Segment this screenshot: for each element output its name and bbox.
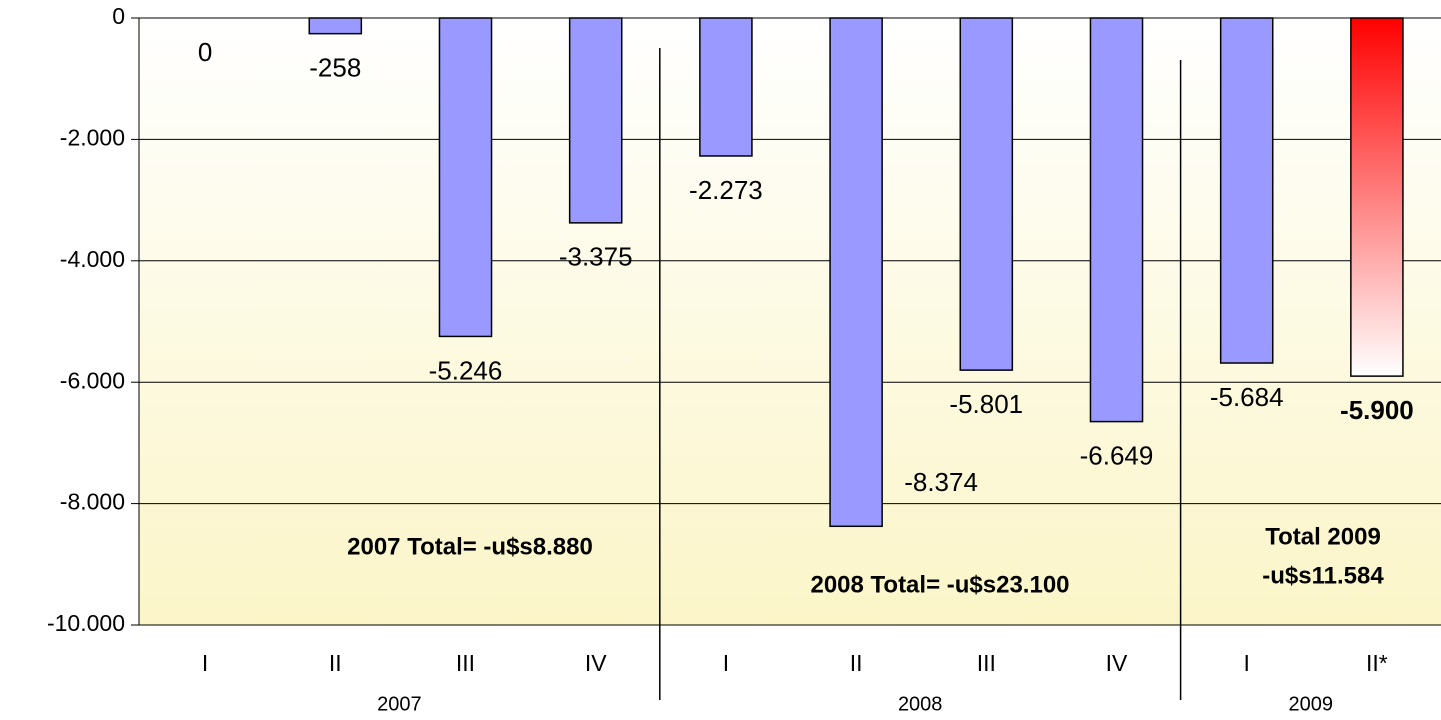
bar: [568, 17, 623, 224]
value-label: -8.374: [904, 467, 978, 497]
bar: [1350, 17, 1404, 377]
y-tick-label: -6.000: [60, 367, 125, 393]
x-tick-label: IV: [585, 650, 607, 676]
y-tick-label: -2.000: [60, 124, 125, 150]
bar: [959, 17, 1014, 371]
value-label: -5.900: [1340, 395, 1414, 425]
bar: [1089, 17, 1144, 423]
annotation: Total 2009: [1265, 523, 1381, 550]
annotation: 2008 Total= -u$s23.100: [810, 571, 1069, 598]
annotation: -u$s11.584: [1262, 562, 1384, 589]
bar: [438, 17, 493, 338]
bar: [308, 17, 363, 35]
y-tick-label: -10.000: [47, 610, 125, 636]
value-label: 0: [198, 37, 212, 67]
x-tick-label: I: [1244, 650, 1250, 676]
value-label: -6.649: [1080, 440, 1154, 470]
x-tick-label: III: [977, 650, 996, 676]
value-label: -5.246: [429, 355, 503, 385]
x-tick-label: IV: [1106, 650, 1128, 676]
group-label: 2007: [377, 693, 422, 715]
bar: [1219, 17, 1274, 364]
annotation: 2007 Total= -u$s8.880: [347, 533, 593, 560]
bar: [699, 17, 753, 157]
x-tick-label: I: [202, 650, 208, 676]
y-tick-label: -8.000: [60, 489, 125, 515]
group-label: 2008: [898, 693, 943, 715]
x-tick-label: II: [850, 650, 863, 676]
x-tick-label: I: [723, 650, 729, 676]
value-label: -5.801: [949, 389, 1023, 419]
value-label: -258: [309, 53, 361, 83]
group-label: 2009: [1289, 693, 1334, 715]
x-tick-label: II*: [1366, 650, 1388, 676]
value-label: -5.684: [1210, 382, 1284, 412]
x-tick-label: III: [456, 650, 475, 676]
x-tick-label: II: [329, 650, 342, 676]
y-tick-label: -4.000: [60, 246, 125, 272]
value-label: -3.375: [559, 242, 633, 272]
y-tick-label: 0: [112, 3, 125, 29]
bar: [829, 17, 883, 528]
value-label: -2.273: [689, 175, 763, 205]
